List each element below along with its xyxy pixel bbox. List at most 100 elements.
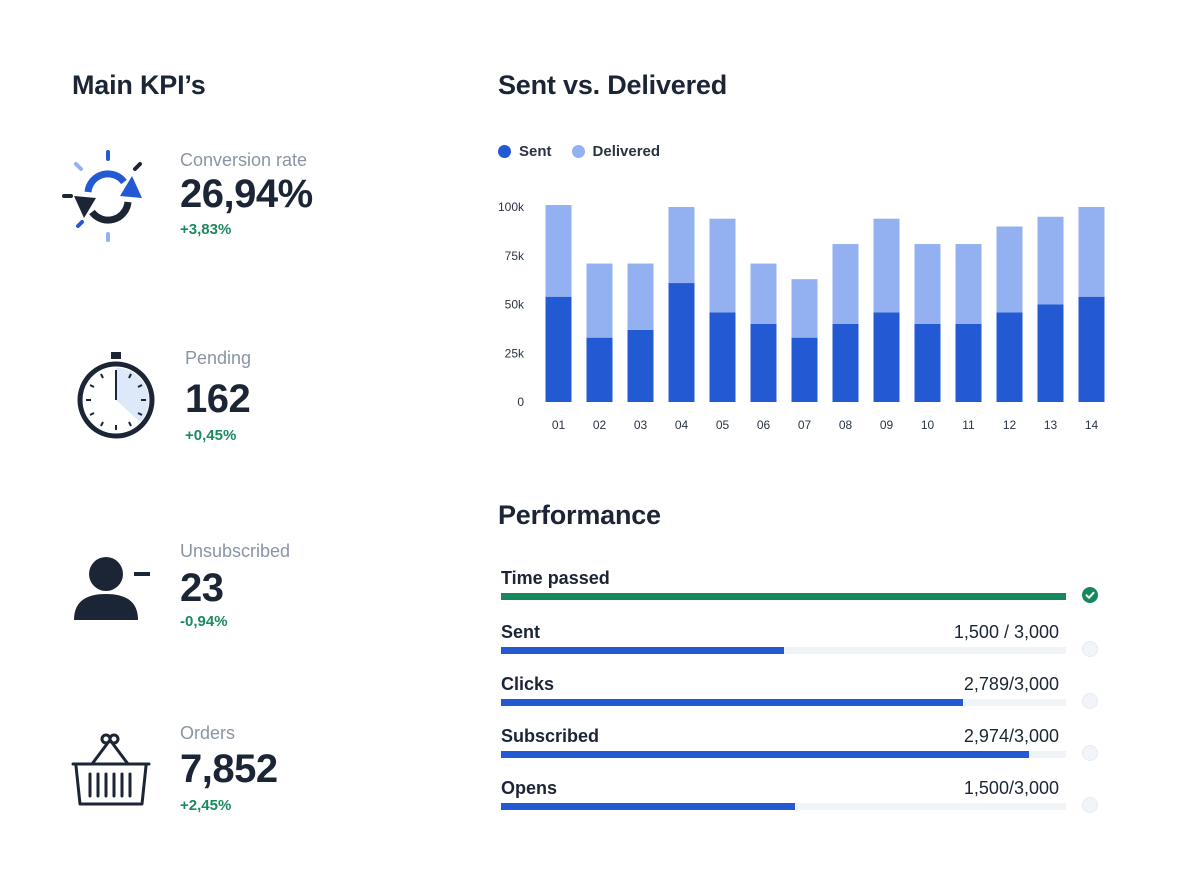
x-tick-label: 09 [880, 418, 894, 432]
performance-value: 1,500 / 3,000 [953, 622, 1059, 642]
performance-section-title: Performance [498, 500, 661, 530]
kpi-value: 23 [180, 566, 224, 610]
bar-delivered-07[interactable] [791, 279, 818, 338]
bar-sent-01[interactable] [545, 296, 572, 402]
pending-status-icon [1082, 641, 1098, 657]
bar-sent-12[interactable] [996, 312, 1023, 402]
kpi-value: 26,94% [180, 172, 313, 216]
bar-delivered-03[interactable] [627, 263, 654, 330]
bar-sent-06[interactable] [750, 324, 777, 402]
performance-value: 2,789/3,000 [963, 674, 1059, 694]
bar-sent-04[interactable] [668, 283, 695, 402]
bar-delivered-12[interactable] [996, 226, 1023, 313]
x-tick-label: 02 [593, 418, 607, 432]
performance-label: Opens [501, 778, 558, 798]
performance-row-clicks: Clicks 2,789/3,000 [501, 674, 1101, 714]
kpi-delta: +2,45% [180, 797, 232, 814]
user-minus-icon [72, 556, 154, 627]
kpi-value: 7,852 [180, 747, 278, 791]
check-circle-icon [1082, 587, 1098, 603]
performance-label: Time passed [501, 568, 610, 588]
kpi-label: Orders [180, 723, 236, 743]
pending-status-icon [1082, 797, 1098, 813]
y-tick-label: 25k [505, 346, 525, 360]
progress-fill [501, 647, 784, 654]
basket-icon [70, 730, 152, 813]
performance-row-opens: Opens 1,500/3,000 [501, 778, 1101, 818]
performance-row-sent: Sent 1,500 / 3,000 [501, 622, 1101, 662]
x-tick-label: 07 [798, 418, 812, 432]
kpi-value: 162 [185, 377, 251, 421]
bar-delivered-13[interactable] [1037, 216, 1064, 305]
progress-fill [501, 699, 964, 706]
bar-delivered-08[interactable] [832, 244, 859, 324]
chart-legend: Sent Delivered [498, 143, 660, 160]
y-tick-label: 100k [498, 200, 525, 214]
progress-fill [501, 751, 1030, 758]
stopwatch-icon [74, 350, 158, 449]
bar-sent-08[interactable] [832, 324, 859, 402]
progress-track [501, 593, 1066, 600]
kpi-section-title: Main KPI’s [72, 70, 206, 100]
pending-status-icon [1082, 745, 1098, 761]
progress-track [501, 751, 1066, 758]
legend-swatch-delivered [571, 145, 585, 158]
bar-delivered-10[interactable] [914, 244, 941, 324]
bar-sent-11[interactable] [955, 324, 982, 402]
progress-track [501, 647, 1066, 654]
bar-delivered-04[interactable] [668, 207, 695, 284]
bar-delivered-09[interactable] [873, 218, 900, 313]
bar-delivered-11[interactable] [955, 244, 982, 324]
pending-status-icon [1082, 693, 1098, 709]
bar-sent-10[interactable] [914, 324, 941, 402]
sent-vs-delivered-chart: 0 25k 50k 75k 100k 01 02 03 04 05 06 07 08 09 10 11 12 13… [498, 200, 1105, 432]
legend-label: Delivered [592, 143, 661, 160]
progress-fill [501, 803, 795, 810]
bar-sent-02[interactable] [586, 337, 613, 402]
kpi-delta: -0,94% [180, 613, 228, 630]
legend-swatch-sent [498, 145, 511, 158]
y-tick-label: 0 [517, 395, 524, 409]
progress-track [501, 803, 1066, 810]
legend-label: Sent [519, 143, 552, 160]
x-tick-label: 04 [675, 418, 689, 432]
x-tick-label: 03 [634, 418, 648, 432]
y-tick-label: 75k [505, 249, 525, 263]
bar-sent-13[interactable] [1037, 304, 1064, 403]
kpi-delta: +3,83% [180, 221, 232, 238]
performance-label: Subscribed [501, 726, 600, 746]
progress-fill [501, 593, 1066, 600]
x-tick-label: 10 [921, 418, 935, 432]
performance-value: 1,500/3,000 [963, 778, 1059, 798]
x-tick-label: 14 [1085, 418, 1099, 432]
x-tick-label: 05 [716, 418, 730, 432]
kpi-label: Pending [185, 348, 252, 368]
bar-delivered-01[interactable] [545, 205, 572, 297]
kpi-delta: +0,45% [185, 427, 237, 444]
performance-row-subscribed: Subscribed 2,974/3,000 [501, 726, 1101, 766]
bar-delivered-14[interactable] [1078, 207, 1105, 297]
bar-sent-09[interactable] [873, 312, 900, 402]
y-tick-label: 50k [505, 298, 525, 312]
refresh-arrows-icon [62, 150, 146, 251]
bar-delivered-06[interactable] [750, 263, 777, 324]
performance-row-time-passed: Time passed [501, 568, 1101, 608]
performance-value: 2,974/3,000 [963, 726, 1059, 746]
bar-delivered-02[interactable] [586, 263, 613, 338]
bar-sent-07[interactable] [791, 337, 818, 402]
bar-sent-03[interactable] [627, 329, 654, 402]
bar-delivered-05[interactable] [709, 218, 736, 313]
bar-sent-14[interactable] [1078, 296, 1105, 402]
x-tick-label: 12 [1003, 418, 1017, 432]
x-tick-label: 11 [962, 418, 975, 432]
legend-item-sent[interactable]: Sent [498, 143, 552, 160]
x-tick-label: 13 [1044, 418, 1058, 432]
bar-sent-05[interactable] [709, 312, 736, 402]
progress-track [501, 699, 1066, 706]
kpi-label: Unsubscribed [180, 541, 291, 561]
legend-item-delivered[interactable]: Delivered [571, 143, 661, 160]
kpi-label: Conversion rate [180, 150, 308, 170]
x-tick-label: 06 [757, 418, 771, 432]
x-tick-label: 01 [552, 418, 566, 432]
performance-label: Sent [501, 622, 541, 642]
